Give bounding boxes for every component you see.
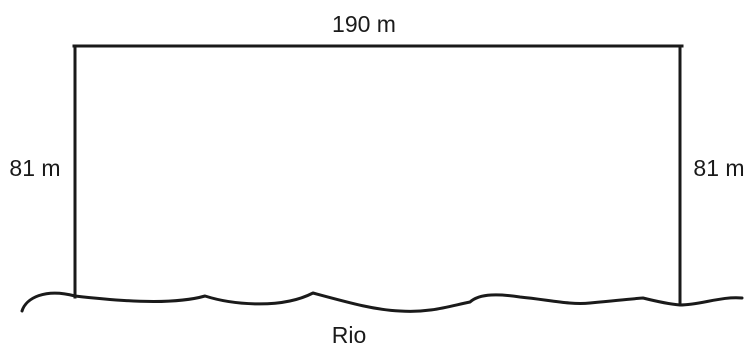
top-side-label: 190 m bbox=[332, 11, 396, 37]
left-side-label: 81 m bbox=[9, 155, 60, 181]
right-side-label: 81 m bbox=[693, 155, 744, 181]
river-label: Rio bbox=[332, 322, 367, 348]
river-bank bbox=[20, 291, 744, 313]
